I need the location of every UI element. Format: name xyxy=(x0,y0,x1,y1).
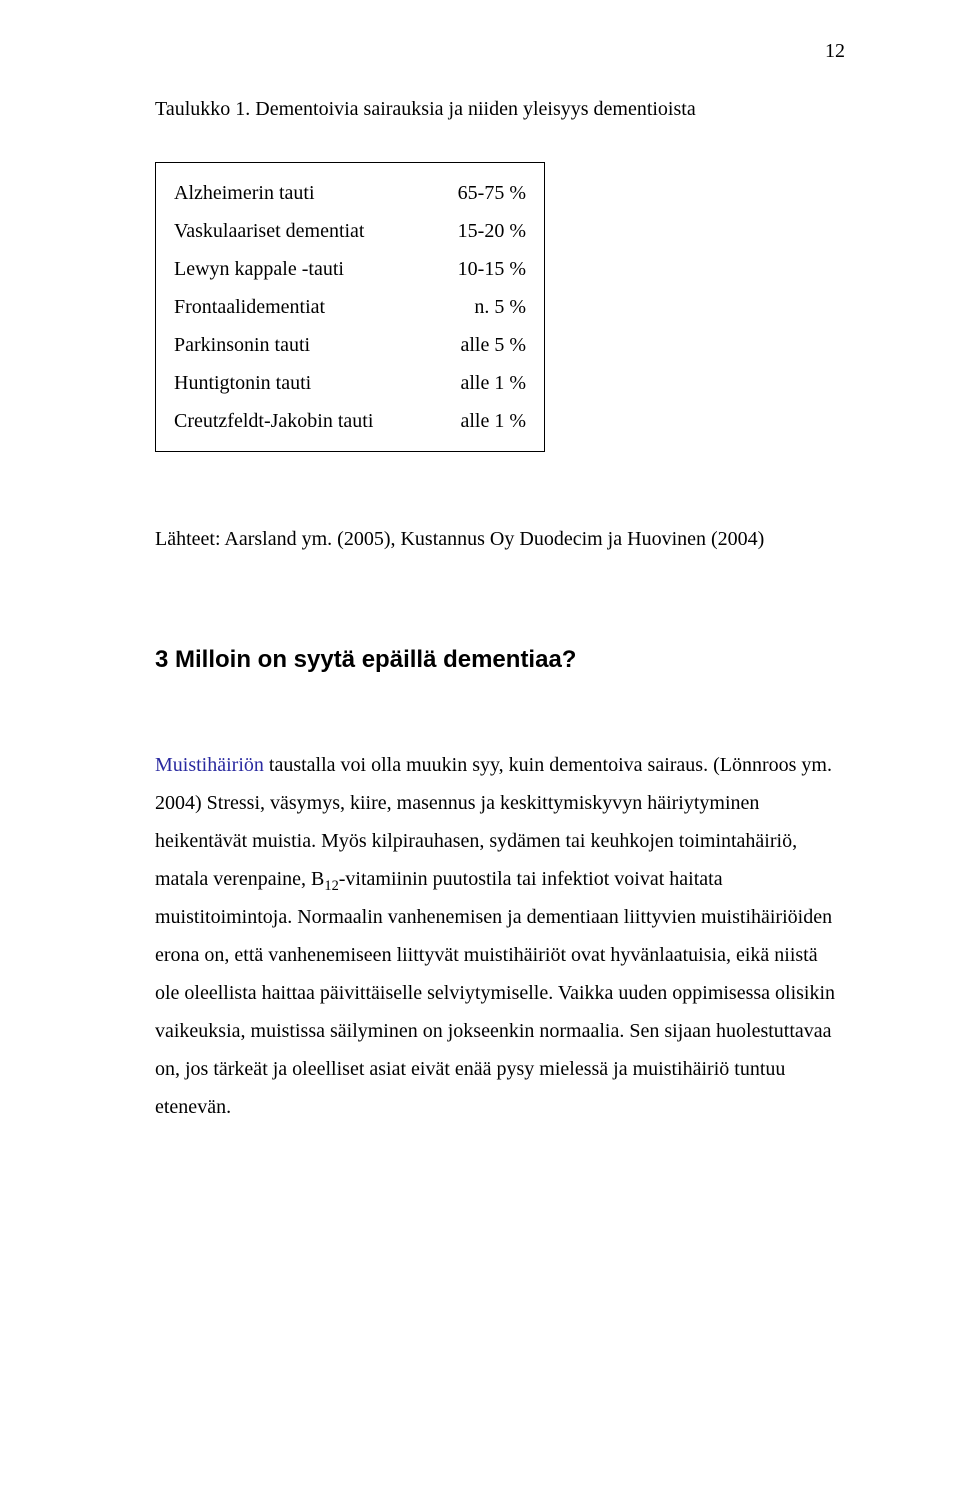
table-row-label: Lewyn kappale -tauti xyxy=(174,257,404,281)
lead-term: Muistihäiriön xyxy=(155,754,264,776)
sources-line: Lähteet: Aarsland ym. (2005), Kustannus … xyxy=(155,520,845,558)
table-row-label: Creutzfeldt-Jakobin tauti xyxy=(174,409,404,433)
table-row-label: Parkinsonin tauti xyxy=(174,333,404,357)
page: 12 Taulukko 1. Dementoivia sairauksia ja… xyxy=(0,0,960,1494)
table-row-label: Vaskulaariset dementiat xyxy=(174,219,404,243)
body-span: -vitamiinin puutostila tai infektiot voi… xyxy=(155,868,835,1118)
table-box: Alzheimerin tauti 65-75 % Vaskulaariset … xyxy=(155,162,545,452)
table-row-value: 15-20 % xyxy=(404,219,526,243)
table-row-value: 65-75 % xyxy=(404,181,526,205)
table-row-value: alle 5 % xyxy=(404,333,526,357)
table-row-value: alle 1 % xyxy=(404,409,526,433)
page-number: 12 xyxy=(825,40,845,63)
table-row-value: alle 1 % xyxy=(404,371,526,395)
section-heading: 3 Milloin on syytä epäillä dementiaa? xyxy=(155,646,845,674)
table-row-label: Huntigtonin tauti xyxy=(174,371,404,395)
body-paragraph: Muistihäiriön taustalla voi olla muukin … xyxy=(155,746,845,1126)
table-row-label: Frontaalidementiat xyxy=(174,295,404,319)
table-row-value: n. 5 % xyxy=(404,295,526,319)
subscript: 12 xyxy=(324,878,338,894)
table-grid: Alzheimerin tauti 65-75 % Vaskulaariset … xyxy=(174,181,526,433)
table-row-label: Alzheimerin tauti xyxy=(174,181,404,205)
table-caption: Taulukko 1. Dementoivia sairauksia ja ni… xyxy=(155,90,845,128)
table-row-value: 10-15 % xyxy=(404,257,526,281)
